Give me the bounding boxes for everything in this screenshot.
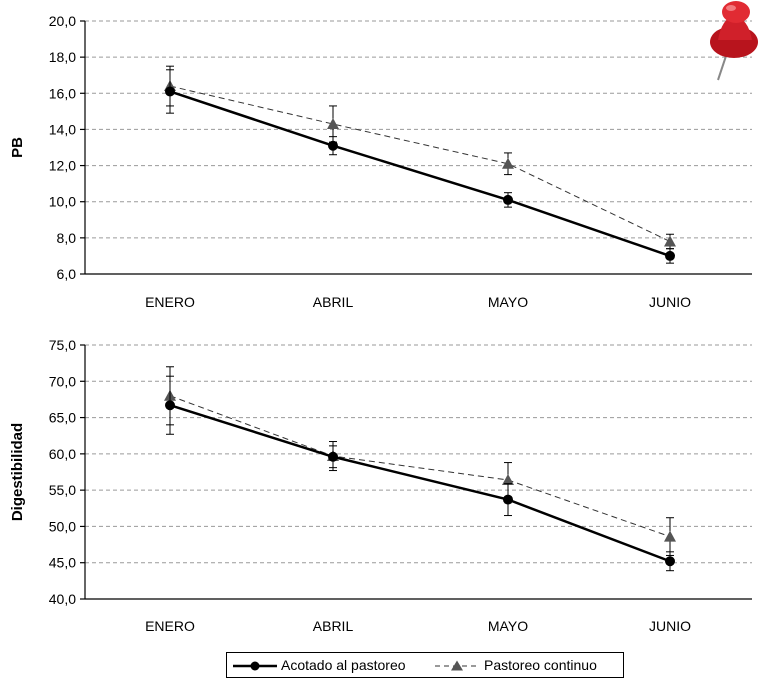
- data-point-acotado: [165, 400, 175, 411]
- y-tick-label: 60,0: [49, 446, 76, 462]
- legend-symbols: [233, 660, 479, 671]
- y-tick-label: 6,0: [57, 266, 77, 282]
- x-tick-label: ENERO: [145, 618, 195, 634]
- data-point-continuo: [502, 473, 514, 485]
- series-line-continuo: [169, 85, 671, 242]
- y-tick-label: 14,0: [49, 121, 76, 137]
- legend: Acotado al pastoreo Pastoreo continuo: [226, 652, 624, 678]
- data-point-continuo: [664, 530, 676, 542]
- y-tick-label: 16,0: [49, 85, 76, 101]
- y-tick-label: 55,0: [49, 482, 76, 498]
- legend-marker-continuo: [435, 660, 479, 671]
- x-tick-label: ABRIL: [313, 618, 354, 634]
- data-point-acotado: [165, 86, 175, 97]
- legend-marker-acotado: [233, 661, 277, 671]
- x-tick-label: MAYO: [488, 294, 528, 310]
- legend-label-continuo: Pastoreo continuo: [484, 657, 597, 673]
- y-axis-title: Digestibilidad: [9, 423, 26, 521]
- y-tick-label: 65,0: [49, 410, 76, 426]
- pushpin-icon: [710, 1, 758, 81]
- y-tick-label: 75,0: [49, 337, 76, 353]
- x-tick-label: ENERO: [145, 294, 195, 310]
- y-tick-label: 50,0: [49, 518, 76, 534]
- series-line-acotado: [169, 90, 671, 258]
- y-tick-label: 18,0: [49, 49, 76, 65]
- data-point-continuo: [502, 157, 514, 169]
- data-point-acotado: [328, 140, 338, 151]
- y-tick-label: 10,0: [49, 194, 76, 210]
- data-point-acotado: [503, 194, 513, 205]
- data-point-continuo: [327, 118, 339, 130]
- y-tick-label: 45,0: [49, 555, 76, 571]
- x-tick-label: ABRIL: [313, 294, 354, 310]
- x-tick-label: JUNIO: [649, 294, 691, 310]
- chart-pb: 6,0 8,0 10,0 12,0 14,0 16,0 18,0 20,0 ENERO ABRIL…: [9, 13, 752, 310]
- series-line-acotado: [169, 404, 671, 563]
- x-tick-label: JUNIO: [649, 618, 691, 634]
- x-tick-label: MAYO: [488, 618, 528, 634]
- chart-digestibilidad: 40,0 45,0 50,0 55,0 60,0 65,0 70,0 75,0 ENERO ABR…: [9, 337, 752, 634]
- data-point-continuo: [664, 235, 676, 247]
- y-tick-label: 20,0: [49, 13, 76, 29]
- data-point-acotado: [665, 250, 675, 261]
- data-point-acotado: [665, 556, 675, 567]
- series-line-continuo: [169, 395, 671, 538]
- legend-label-acotado: Acotado al pastoreo: [281, 657, 406, 673]
- y-axis-title: PB: [9, 137, 26, 158]
- data-point-acotado: [328, 451, 338, 462]
- data-point-acotado: [503, 494, 513, 505]
- y-tick-label: 70,0: [49, 373, 76, 389]
- y-tick-label: 8,0: [57, 230, 77, 246]
- y-tick-label: 12,0: [49, 158, 76, 174]
- y-tick-label: 40,0: [49, 591, 76, 607]
